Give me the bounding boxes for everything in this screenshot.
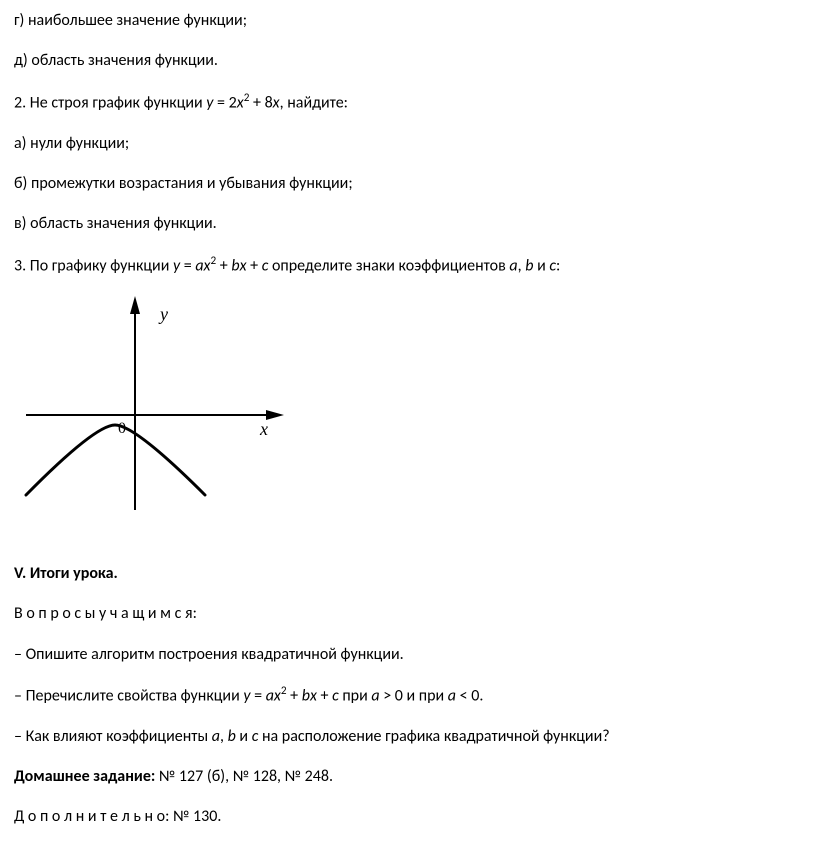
text-line: – Перечислите свойства функции у = ах2 +… <box>14 684 802 708</box>
subheading: В о п р о с ы у ч а щ и м с я: <box>14 603 802 625</box>
var: b <box>228 727 236 746</box>
text: и <box>236 727 252 746</box>
text: : <box>556 256 560 275</box>
text: при <box>339 686 372 705</box>
svg-text:0: 0 <box>118 420 126 437</box>
text-line: г) наибольшее значение функции; <box>14 10 802 32</box>
var: а <box>212 727 220 746</box>
section-heading: V. Итоги урока. <box>14 563 802 585</box>
additional: Д о п о л н и т е л ь н о: № 130. <box>14 806 802 828</box>
text: + <box>287 686 302 705</box>
graph-svg: y x 0 <box>20 295 300 525</box>
text: 2. Не строя график функции <box>14 93 206 112</box>
text-line: б) промежутки возрастания и убывания фун… <box>14 173 802 195</box>
var: а <box>509 256 517 275</box>
var: а <box>448 686 456 705</box>
var: bх <box>302 686 317 705</box>
text: + <box>247 256 262 275</box>
text: – Как влияют коэффициенты <box>14 727 212 746</box>
text: + <box>317 686 332 705</box>
var: bх <box>231 256 246 275</box>
text: на расположение графика квадратичной фун… <box>258 727 609 746</box>
svg-text:x: x <box>259 419 268 439</box>
text-line: – Опишите алгоритм построения квадратичн… <box>14 644 802 666</box>
text: + 8 <box>249 93 272 112</box>
text: , <box>220 727 228 746</box>
var: с <box>332 686 339 705</box>
text: , найдите: <box>280 93 348 112</box>
text: = 2 <box>213 93 236 112</box>
text: 3. По графику функции <box>14 256 173 275</box>
text-line: – Как влияют коэффициенты а, b и с на ра… <box>14 726 802 748</box>
text: < 0. <box>456 686 483 705</box>
var: ах <box>195 256 210 275</box>
text: > 0 и при <box>380 686 448 705</box>
var: х <box>237 93 244 112</box>
label: Домашнее задание: <box>14 767 155 786</box>
text: – Перечислите свойства функции <box>14 686 243 705</box>
text: № 127 (б), № 128, № 248. <box>155 767 333 786</box>
text-line: в) область значения функции. <box>14 213 802 235</box>
text: определите знаки коэффициентов <box>268 256 509 275</box>
text: = <box>250 686 265 705</box>
text-line: 3. По графику функции у = ах2 + bх + с о… <box>14 254 802 278</box>
text-line: а) нули функции; <box>14 133 802 155</box>
text-line: д) область значения функции. <box>14 50 802 72</box>
text: и <box>533 256 549 275</box>
var: х <box>273 93 280 112</box>
text-line: 2. Не строя график функции у = 2х2 + 8х,… <box>14 91 802 115</box>
text: + <box>216 256 231 275</box>
text: № 130. <box>169 807 221 826</box>
homework: Домашнее задание: № 127 (б), № 128, № 24… <box>14 766 802 788</box>
label: Д о п о л н и т е л ь н о: <box>14 807 169 826</box>
parabola-graph: y x 0 <box>20 295 802 532</box>
var: ах <box>266 686 281 705</box>
text: = <box>180 256 195 275</box>
var: а <box>371 686 379 705</box>
svg-text:y: y <box>158 304 168 324</box>
